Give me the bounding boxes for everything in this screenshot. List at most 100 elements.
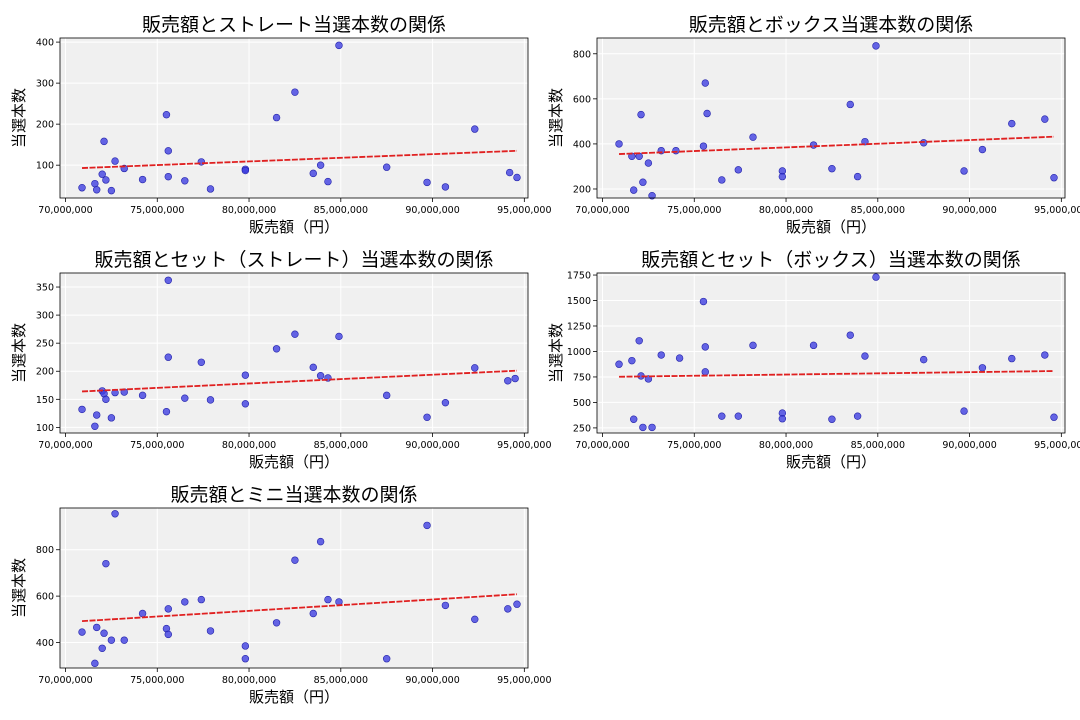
- data-point: [630, 186, 638, 194]
- data-point: [382, 163, 391, 171]
- data-point: [241, 166, 250, 175]
- data-point: [181, 177, 189, 185]
- data-point: [162, 407, 171, 416]
- data-point: [872, 42, 880, 50]
- data-point: [701, 368, 709, 376]
- data-point: [978, 364, 987, 372]
- data-point: [615, 140, 623, 148]
- x-tick-label: 70,000,000: [38, 205, 92, 216]
- data-point: [441, 398, 450, 407]
- x-axis-label: 販売額（円）: [786, 218, 876, 236]
- x-tick-label: 85,000,000: [851, 205, 905, 216]
- data-point: [241, 655, 250, 663]
- data-point: [872, 273, 880, 281]
- data-point: [960, 407, 968, 415]
- data-point: [309, 169, 317, 178]
- y-tick-label: 300: [36, 79, 54, 90]
- y-tick-label: 100: [36, 423, 54, 434]
- data-point: [138, 609, 147, 618]
- data-point: [734, 166, 743, 174]
- y-tick-label: 1000: [567, 347, 591, 358]
- x-tick-label: 90,000,000: [405, 675, 459, 686]
- data-point: [272, 345, 281, 353]
- x-tick-label: 80,000,000: [222, 675, 276, 686]
- x-axis-label: 販売額（円）: [786, 453, 876, 471]
- data-point: [734, 412, 743, 420]
- plot-area: [597, 273, 1065, 433]
- data-point: [828, 415, 836, 423]
- data-point: [206, 396, 215, 404]
- data-point: [93, 186, 101, 194]
- y-axis-label: 当選本数: [547, 323, 565, 383]
- data-point: [382, 391, 391, 400]
- data-point: [316, 161, 325, 169]
- plot-frame: [596, 37, 1066, 199]
- y-tick-label: 1750: [567, 271, 591, 282]
- y-tick-label: 800: [573, 49, 591, 60]
- data-point: [78, 405, 86, 414]
- x-tick-label: 75,000,000: [130, 675, 184, 686]
- data-point: [701, 343, 709, 351]
- scatter-panel-4: 70,000,000 75,000,000 80,000,000 85,000,000…: [547, 249, 1080, 471]
- data-point: [423, 413, 431, 421]
- data-point: [718, 412, 726, 420]
- y-tick-label: 750: [573, 372, 591, 383]
- x-axis-label: 販売額（円）: [249, 218, 339, 236]
- data-point: [324, 177, 332, 186]
- data-point: [100, 137, 108, 146]
- data-point: [701, 79, 709, 87]
- scatter-panel-1: 70,000,000 75,000,000 80,000,000 85,000,000…: [10, 14, 552, 236]
- x-tick-label: 95,000,000: [497, 675, 551, 686]
- y-tick-label: 100: [36, 161, 54, 172]
- data-point: [107, 414, 116, 422]
- data-point: [102, 176, 110, 184]
- data-point: [335, 332, 343, 341]
- data-point: [138, 391, 147, 400]
- plot-area: [597, 38, 1065, 198]
- data-point: [648, 423, 656, 432]
- x-tick-label: 75,000,000: [667, 440, 721, 451]
- y-tick-label: 200: [573, 184, 591, 195]
- data-point: [1008, 119, 1016, 128]
- data-point: [637, 110, 645, 119]
- data-point: [471, 125, 479, 133]
- data-point: [846, 331, 854, 339]
- data-point: [809, 141, 818, 149]
- data-point: [138, 175, 147, 184]
- data-point: [471, 615, 479, 624]
- data-point: [639, 178, 647, 186]
- y-tick-label: 200: [36, 367, 54, 378]
- data-point: [98, 170, 106, 178]
- data-point: [241, 371, 250, 379]
- data-point: [423, 178, 431, 187]
- data-point: [181, 394, 189, 402]
- data-point: [441, 183, 450, 191]
- data-point: [853, 172, 862, 181]
- data-point: [1041, 351, 1049, 359]
- data-point: [1050, 174, 1058, 182]
- data-point: [657, 351, 665, 359]
- data-point: [1008, 354, 1016, 363]
- x-axis-label: 販売額（円）: [249, 688, 339, 706]
- x-tick-label: 70,000,000: [575, 440, 629, 451]
- y-tick-label: 1500: [567, 296, 591, 307]
- plot-area: [60, 38, 528, 198]
- data-point: [1041, 115, 1049, 123]
- data-point: [316, 537, 325, 546]
- data-point: [162, 111, 171, 119]
- y-tick-label: 250: [573, 423, 591, 434]
- y-tick-label: 1250: [567, 321, 591, 332]
- x-tick-label: 80,000,000: [222, 205, 276, 216]
- data-point: [291, 330, 299, 338]
- data-point: [628, 356, 636, 365]
- y-tick-label: 400: [573, 139, 591, 150]
- data-point: [615, 360, 623, 368]
- data-point: [272, 113, 281, 122]
- y-tick-label: 350: [36, 283, 54, 294]
- data-point: [111, 157, 119, 165]
- data-point: [91, 179, 99, 188]
- plot-frame: [59, 37, 529, 199]
- chart-title: 販売額とボックス当選本数の関係: [689, 14, 973, 36]
- x-tick-label: 90,000,000: [942, 205, 996, 216]
- data-point: [102, 559, 110, 568]
